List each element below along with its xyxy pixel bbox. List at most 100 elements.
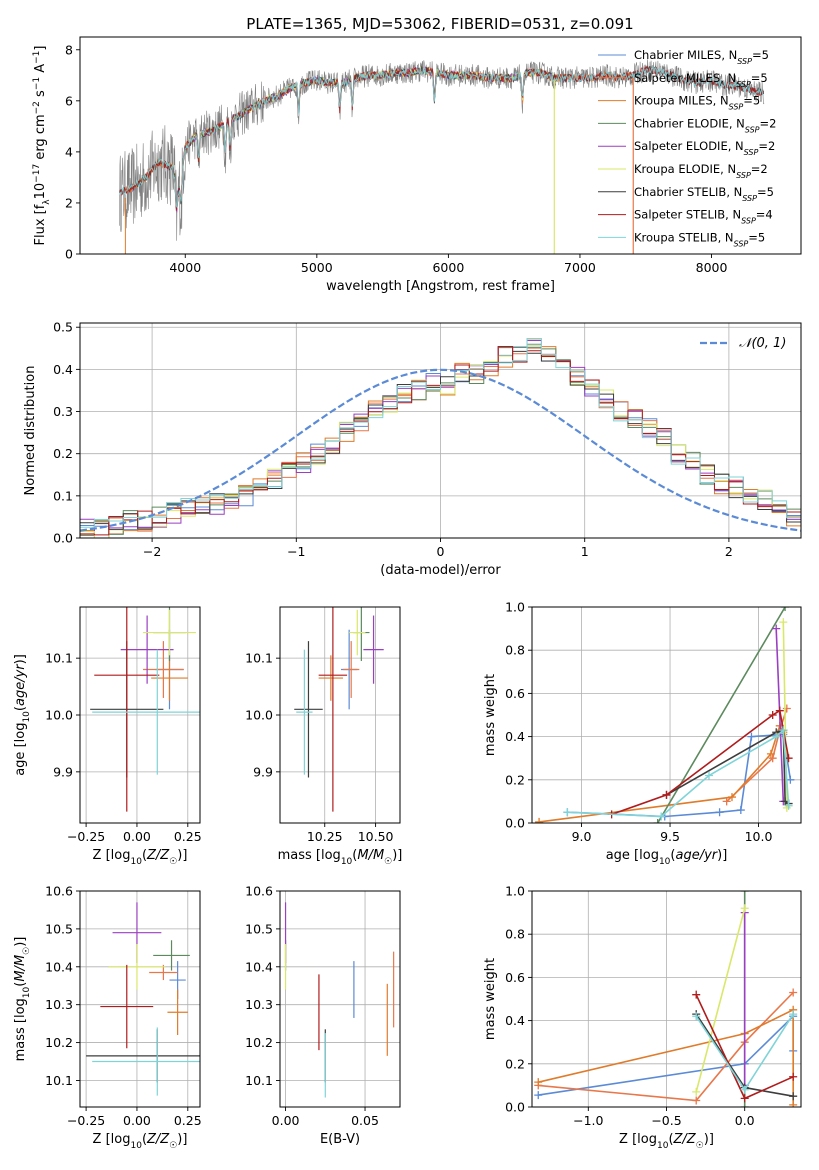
residuals-axes: −2 −1 0 1 2 0.0 0.1 0.2 0.3 0.4 0.5 (data-model)/er… — [23, 320, 802, 578]
age-vs-z-plot-area — [90, 607, 200, 812]
residuals-ytick-label: 0.5 — [53, 320, 73, 335]
salpeter_elodie-weight-line — [775, 628, 785, 802]
massweight-vs-age-ytick-label: 0.6 — [505, 686, 525, 701]
salpeter_stelib-weight-marker — [740, 1094, 749, 1103]
residuals-xtick-label: 0 — [437, 544, 445, 559]
massweight-vs-z-xtick-label: −1.0 — [573, 1113, 603, 1128]
chabrier_miles-weight-marker — [736, 806, 745, 815]
massweight-vs-age-frame — [531, 606, 802, 824]
kroupa_stelib-weight-marker — [789, 1010, 798, 1019]
kroupa_stelib-model-spectrum — [119, 66, 764, 209]
age-vs-mass-plot-area — [294, 607, 384, 812]
salpeter_stelib-weight-marker — [768, 711, 777, 719]
kroupa_elodie-weight-marker — [779, 618, 788, 627]
massweight-vs-age-ytick-label: 0.2 — [505, 772, 525, 787]
mass-vs-ebv-plot-area — [284, 902, 395, 1098]
residual-legend: 𝒩(0, 1) — [700, 336, 786, 351]
mass-vs-ebv-ytick-label: 10.6 — [245, 884, 273, 899]
mass-vs-z-ytick-label: 10.6 — [45, 884, 73, 899]
spectrum-frame — [79, 36, 802, 255]
spectrum-ytick-label: 8 — [65, 42, 73, 57]
massweight-vs-z-xtick-label: 0.0 — [735, 1113, 755, 1128]
residuals-frame — [79, 322, 802, 539]
mass-vs-ebv-ytick-label: 10.2 — [245, 1035, 273, 1050]
residuals-xtick-label: −1 — [287, 544, 305, 559]
massweight-vs-z-frame — [531, 890, 802, 1108]
salpeter_stelib-weight-marker — [775, 706, 784, 715]
massweight-vs-age-plot-area — [535, 607, 795, 823]
mass-vs-ebv-xlabel: E(B-V) — [320, 1132, 360, 1147]
massweight-vs-z-ytick-label: 0.6 — [505, 970, 525, 985]
spectrum-xtick-label: 8000 — [696, 260, 728, 275]
kroupa_stelib-residual-histogram — [80, 337, 801, 538]
residuals-ytick-label: 0.0 — [53, 531, 73, 546]
salpeter_elodie-weight-marker — [772, 624, 781, 633]
age-vs-z-xtick-label: −0.25 — [67, 829, 105, 844]
residuals-ytick-label: 0.4 — [53, 362, 73, 377]
age-vs-z-frame — [79, 606, 201, 824]
mass-vs-z-ytick-label: 10.4 — [45, 959, 73, 974]
mass-vs-ebv-ytick-label: 10.5 — [245, 921, 273, 936]
legend-label-salpeter_miles: Salpeter MILES, NSSP=5 — [634, 71, 768, 89]
salpeter_miles-weight-marker — [768, 754, 777, 763]
massweight-vs-z-axes: −1.0 −0.5 0.0 0.0 0.2 0.4 0.6 0.8 1.0 Z [log10(Z/… — [483, 884, 802, 1151]
kroupa_miles-weight-marker — [766, 749, 775, 758]
kroupa_elodie-weight-marker — [740, 904, 749, 913]
chabrier_miles-weight-marker — [534, 1091, 543, 1100]
salpeter_stelib-weight-marker — [662, 790, 671, 799]
mass-vs-z-frame — [79, 890, 201, 1108]
massweight-vs-z-ylabel: mass weight — [483, 958, 498, 1040]
mass-vs-ebv-xtick-label: 0.00 — [272, 1113, 300, 1128]
salpeter_miles-weight-marker — [692, 1096, 701, 1105]
massweight-vs-age-ytick-label: 1.0 — [505, 600, 525, 615]
chabrier_stelib-weight-marker — [789, 1092, 798, 1101]
salpeter_stelib-weight-marker — [692, 990, 701, 999]
chabrier_elodie-weight-marker — [740, 891, 749, 895]
spectrum-xlabel: wavelength [Angstrom, rest frame] — [326, 279, 555, 294]
age-vs-mass-xtick-label: 10.50 — [358, 829, 394, 844]
massweight-vs-age-xtick-label: 9.0 — [572, 829, 592, 844]
mass-vs-ebv-ytick-label: 10.1 — [245, 1073, 273, 1088]
mass-vs-z-xlabel: Z [log10(Z/Z☉)] — [93, 1132, 188, 1151]
kroupa_miles-weight-marker — [534, 1078, 543, 1087]
spectrum-plot-area — [119, 59, 765, 254]
age-vs-z-xtick-label: 0.25 — [174, 829, 202, 844]
legend-label-chabrier_stelib: Chabrier STELIB, NSSP=5 — [634, 185, 774, 203]
spectrum-ytick-label: 4 — [65, 144, 73, 159]
spectrum-xtick-label: 4000 — [169, 260, 201, 275]
spectrum-ytick-label: 2 — [65, 195, 73, 210]
age-vs-mass-xtick-label: 10.25 — [307, 829, 343, 844]
kroupa_stelib-weight-marker — [692, 1012, 701, 1021]
massweight-vs-z-plot-area — [534, 891, 798, 1107]
massweight-vs-age-axes: 9.0 9.5 10.0 0.0 0.2 0.4 0.6 0.8 1.0 age [log10(a… — [483, 600, 802, 867]
mass-vs-ebv-ytick-label: 10.3 — [245, 997, 273, 1012]
kroupa_miles-weight-marker — [789, 1100, 798, 1107]
age-vs-mass-axes: 10.25 10.50 9.9 10.0 10.1 mass [log10(M/M☉)] — [245, 606, 402, 867]
spectrum-legend: Chabrier MILES, NSSP=5 Salpeter MILES, NS… — [598, 48, 776, 248]
legend-label-chabrier_elodie: Chabrier ELODIE, NSSP=2 — [634, 116, 776, 133]
legend-label-kroupa_elodie: Kroupa ELODIE, NSSP=2 — [634, 162, 768, 180]
massweight-vs-z-xtick-label: −0.5 — [651, 1113, 681, 1128]
chabrier_elodie-weight-marker — [781, 607, 790, 611]
mass-vs-z-xtick-label: −0.25 — [67, 1113, 105, 1128]
kroupa_miles-weight-marker — [727, 793, 736, 802]
mass-vs-z-ytick-label: 10.1 — [45, 1073, 73, 1088]
residuals-xtick-label: 1 — [581, 544, 589, 559]
age-vs-z-ytick-label: 9.9 — [53, 764, 73, 779]
kroupa_miles-weight-line — [538, 1008, 794, 1105]
massweight-vs-z-ytick-label: 0.2 — [505, 1056, 525, 1071]
chabrier_miles-weight-marker — [786, 775, 795, 784]
kroupa_stelib-weight-marker — [740, 1085, 749, 1094]
spectrum-xtick-label: 5000 — [301, 260, 333, 275]
mass-vs-z-xtick-label: 0.25 — [174, 1113, 202, 1128]
salpeter_miles-weight-line — [538, 991, 794, 1102]
mass-vs-z-ytick-label: 10.3 — [45, 997, 73, 1012]
mass-vs-z-axes: −0.25 0.00 0.25 10.1 10.2 10.3 10.4 10.5 10.6 Z [… — [13, 884, 202, 1152]
age-vs-mass-ytick-label: 10.1 — [245, 651, 273, 666]
legend-label-kroupa_stelib: Kroupa STELIB, NSSP=5 — [634, 230, 765, 248]
massweight-vs-age-ytick-label: 0.4 — [505, 729, 525, 744]
kroupa_elodie-weight-marker — [692, 1087, 701, 1096]
age-vs-z-xtick-label: 0.00 — [123, 829, 151, 844]
residuals-plot-area — [80, 337, 801, 538]
